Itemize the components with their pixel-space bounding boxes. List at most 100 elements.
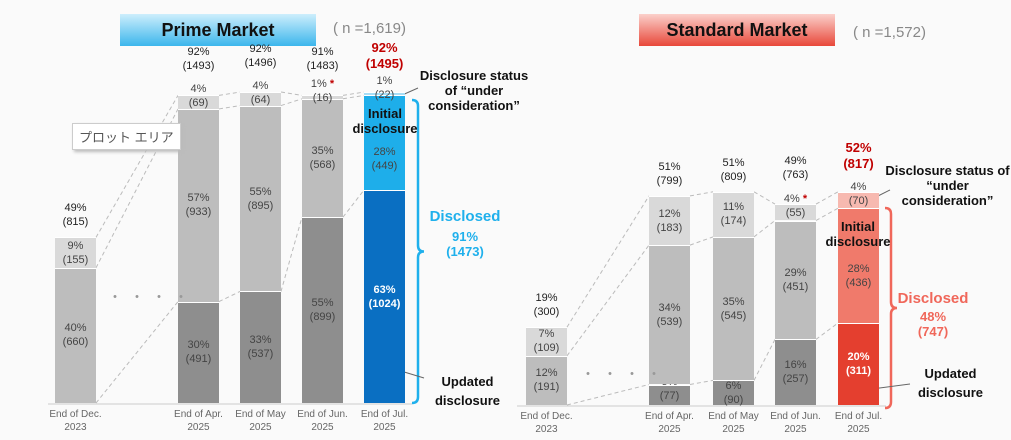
connector-line xyxy=(342,91,365,96)
segment-label: 57% (933) xyxy=(177,191,221,219)
bar-segment-initial xyxy=(838,208,879,323)
segment-pct: 16% xyxy=(784,359,807,372)
total-label: 51% (809) xyxy=(706,156,762,184)
total-pct: 49% xyxy=(784,155,807,168)
total-pct: 92% xyxy=(187,46,210,59)
standard-n-label: ( n =1,572) xyxy=(853,24,926,41)
segment-count: (933) xyxy=(185,206,212,219)
segment-count: (539) xyxy=(656,315,683,328)
bar-segment-initial xyxy=(526,355,567,405)
total-label: 52% (817) xyxy=(831,140,887,172)
prime-updated-annotation: Updated disclosure xyxy=(434,374,501,408)
segment-label: 4% (64) xyxy=(239,79,283,107)
bar-segment-initial xyxy=(713,236,754,381)
segment-label: 4% * (55) xyxy=(774,192,818,220)
x-tick-label: End of Jul. xyxy=(834,411,883,422)
segment-pct: 40% xyxy=(64,322,87,335)
x-tick-label: End of Apr. xyxy=(645,411,694,422)
segment-pct: 12% xyxy=(535,367,558,380)
segment-count: (257) xyxy=(782,373,809,386)
segment-count: (191) xyxy=(533,381,560,394)
x-tick-label: 2025 xyxy=(187,422,210,433)
segment-pct: 12% xyxy=(658,207,681,220)
segment-label: 55% (899) xyxy=(301,296,345,324)
segment-label: 20% (311) xyxy=(837,350,881,378)
connector-line xyxy=(815,207,839,221)
standard-initial-annotation: Initial disclosure xyxy=(825,219,891,249)
total-pct: 49% xyxy=(64,202,87,215)
segment-pct: 28% xyxy=(847,262,870,275)
x-axis-label: End of May 2025 xyxy=(226,408,296,434)
segment-label: 12% (183) xyxy=(648,207,692,235)
segment-pct: 7% xyxy=(538,328,555,341)
bar-segment-initial xyxy=(178,108,219,302)
x-axis-label: End of Jun. 2025 xyxy=(288,408,358,434)
x-axis-label: End of Dec. 2023 xyxy=(512,410,582,436)
prime-disclosed-annotation: Disclosed 91% (1473) xyxy=(420,208,510,259)
segment-label: 11% (174) xyxy=(712,200,756,228)
x-tick-label: End of Jun. xyxy=(297,409,348,420)
disclosed-pct: 48% xyxy=(919,309,947,324)
total-count: (1483) xyxy=(306,60,339,73)
segment-label: 4% (69) xyxy=(177,82,221,110)
connector-line xyxy=(689,236,714,246)
bar-segment-updated xyxy=(838,323,879,405)
segment-pct: 1% xyxy=(376,74,393,87)
bar-segment-consideration xyxy=(526,327,567,356)
segment-pct: 4% xyxy=(190,83,207,96)
total-count: (1495) xyxy=(365,56,404,72)
segment-pct: 63% xyxy=(373,283,396,296)
x-tick-label: End of Dec. xyxy=(49,409,102,420)
segment-pct: 11% xyxy=(722,201,745,214)
segment-label: 6% (90) xyxy=(712,379,756,407)
x-tick-label: 2023 xyxy=(64,422,87,433)
total-count: (817) xyxy=(843,155,874,171)
segment-pct: 4% xyxy=(252,79,269,92)
segment-label: 35% (545) xyxy=(712,295,756,323)
x-tick-label: 2025 xyxy=(658,424,681,435)
x-tick-label: 2025 xyxy=(784,424,807,435)
connector-line xyxy=(95,301,179,404)
connector-line xyxy=(95,95,179,238)
x-axis-label: End of Jun. 2025 xyxy=(761,410,831,436)
x-tick-label: 2025 xyxy=(722,424,745,435)
segment-count: (90) xyxy=(723,393,744,406)
disclosed-label: Disclosed xyxy=(429,208,501,225)
segment-pct: 29% xyxy=(784,266,807,279)
total-pct: 92% xyxy=(249,43,272,56)
bar-segment-consideration xyxy=(178,95,219,109)
segment-label: 40% (660) xyxy=(54,321,98,349)
segment-label: 29% (451) xyxy=(774,266,818,294)
total-label: 92% (1495) xyxy=(357,40,413,72)
total-label: 51% (799) xyxy=(642,160,698,188)
connector-line xyxy=(342,189,365,218)
connector-line xyxy=(689,191,714,197)
segment-label: 9% (155) xyxy=(54,239,98,267)
segment-pct: 57% xyxy=(187,192,210,205)
total-label: 19% (300) xyxy=(519,291,575,319)
segment-count: (451) xyxy=(782,280,809,293)
segment-count: (155) xyxy=(62,253,89,266)
disclosed-brace xyxy=(884,206,898,410)
standard-consideration-annotation: Disclosure status of “under consideratio… xyxy=(885,163,1010,208)
segment-count: (311) xyxy=(845,365,872,377)
x-tick-label: 2023 xyxy=(535,424,558,435)
total-count: (1496) xyxy=(244,57,277,70)
x-tick-label: End of Dec. xyxy=(520,411,573,422)
segment-label: 34% (539) xyxy=(648,301,692,329)
segment-pct: 55% xyxy=(311,297,334,310)
connector-line xyxy=(218,105,241,110)
total-count: (1493) xyxy=(182,60,215,73)
total-pct: 51% xyxy=(722,156,745,169)
segment-pct: 30% xyxy=(187,339,210,352)
x-tick-label: 2025 xyxy=(373,422,396,433)
segment-label: 4% (70) xyxy=(837,180,881,208)
segment-count: (16) xyxy=(312,92,333,105)
connector-line xyxy=(753,339,776,381)
segment-count: (449) xyxy=(371,159,398,172)
segment-label: 1% * (16) xyxy=(301,77,345,105)
segment-count: (660) xyxy=(62,336,89,349)
x-tick-label: End of May xyxy=(235,409,286,420)
